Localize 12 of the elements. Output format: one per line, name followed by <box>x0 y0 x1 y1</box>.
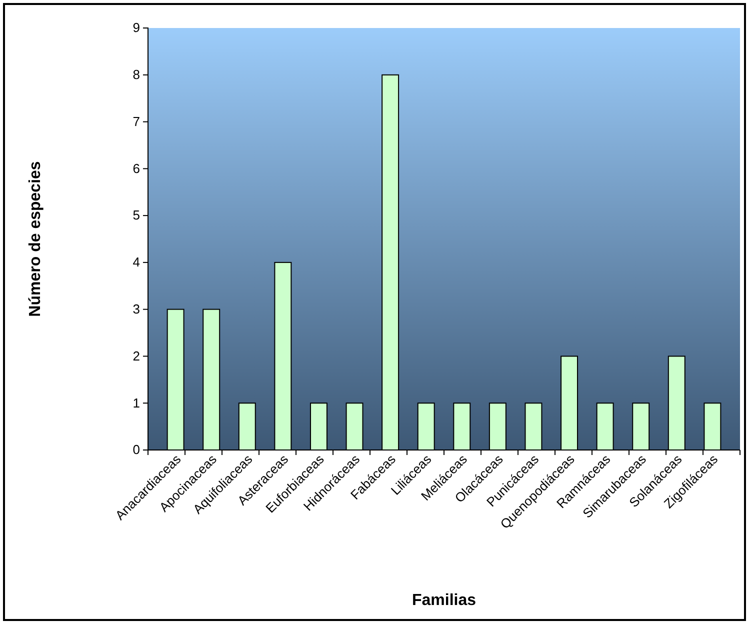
y-tick-label: 7 <box>132 114 140 129</box>
x-axis-title: Familias <box>412 592 476 609</box>
y-tick-label: 5 <box>132 208 140 223</box>
y-tick-label: 4 <box>132 254 140 270</box>
y-tick-label: 0 <box>132 442 140 458</box>
y-tick-label: 2 <box>132 348 140 364</box>
y-axis-title: Número de especies <box>27 161 44 317</box>
y-tick-label: 9 <box>132 20 140 36</box>
y-tick-label: 1 <box>132 395 140 410</box>
y-tick-label: 8 <box>132 67 140 82</box>
y-tick-label: 3 <box>132 301 140 316</box>
y-tick-label: 6 <box>132 160 140 176</box>
